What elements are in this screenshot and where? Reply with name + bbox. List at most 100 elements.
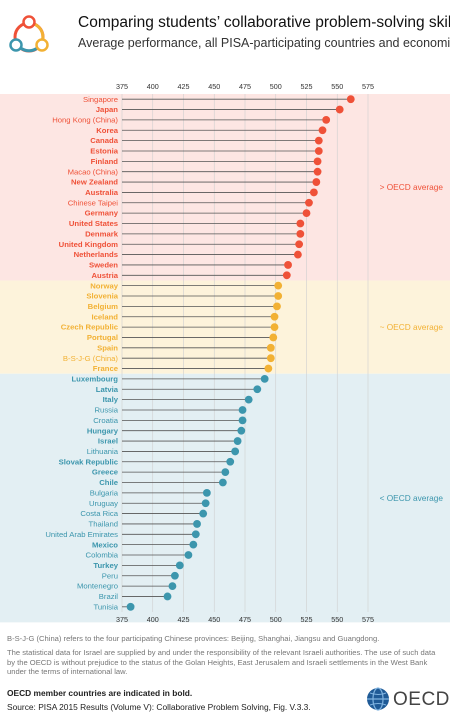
country-label: Russia bbox=[95, 406, 119, 415]
country-label: Hong Kong (China) bbox=[52, 116, 118, 125]
data-point bbox=[202, 488, 211, 497]
data-point bbox=[264, 364, 273, 373]
data-point bbox=[312, 178, 321, 186]
country-label: Turkey bbox=[93, 561, 118, 570]
country-label: Austria bbox=[92, 271, 119, 280]
x-tick-label-bottom: 475 bbox=[239, 615, 251, 624]
country-label: Tunisia bbox=[94, 602, 119, 611]
country-label: Latvia bbox=[96, 385, 119, 394]
data-point bbox=[269, 333, 278, 342]
country-label: Spain bbox=[97, 343, 118, 352]
x-tick-label-bottom: 425 bbox=[178, 615, 190, 624]
chart-subtitle: Average performance, all PISA-participat… bbox=[78, 36, 450, 50]
data-point bbox=[335, 105, 344, 114]
country-label: Estonia bbox=[90, 147, 118, 156]
country-label: Denmark bbox=[85, 229, 119, 238]
oecd-brand: OECD bbox=[393, 689, 450, 710]
data-point bbox=[313, 167, 322, 176]
country-label: Chinese Taipei bbox=[68, 198, 119, 207]
data-point bbox=[199, 509, 208, 518]
data-point bbox=[189, 540, 198, 549]
chart-title: Comparing students’ collaborative proble… bbox=[78, 14, 450, 31]
data-point bbox=[184, 551, 193, 559]
band-background bbox=[0, 373, 450, 623]
country-label: Uruguay bbox=[89, 499, 118, 508]
footnote-bsjg: B-S-J-G (China) refers to the four parti… bbox=[7, 634, 380, 643]
data-point bbox=[238, 416, 247, 425]
data-point bbox=[318, 126, 327, 135]
x-tick-label-bottom: 550 bbox=[331, 615, 343, 624]
source-note: Source: PISA 2015 Results (Volume V): Co… bbox=[7, 702, 311, 712]
data-point bbox=[260, 375, 269, 383]
data-point bbox=[305, 198, 313, 207]
data-point bbox=[244, 395, 253, 404]
country-label: Luxembourg bbox=[71, 375, 118, 384]
country-label: France bbox=[93, 364, 119, 373]
data-point bbox=[295, 240, 304, 249]
country-label: Belgium bbox=[88, 302, 118, 311]
data-point bbox=[253, 385, 262, 394]
data-point bbox=[237, 426, 246, 435]
country-label: Bulgaria bbox=[90, 488, 119, 497]
country-label: B-S-J-G (China) bbox=[63, 354, 119, 363]
country-label: Portugal bbox=[87, 333, 118, 342]
data-point bbox=[293, 250, 302, 259]
data-point bbox=[201, 499, 210, 508]
data-point bbox=[296, 229, 305, 238]
data-point bbox=[226, 457, 235, 466]
x-tick-label-bottom: 400 bbox=[147, 615, 159, 624]
data-point bbox=[193, 520, 201, 528]
country-label: Lithuania bbox=[87, 447, 119, 456]
country-label: Japan bbox=[96, 105, 119, 114]
country-label: Mexico bbox=[92, 540, 118, 549]
x-tick-label-top: 400 bbox=[147, 82, 159, 91]
footnote-israel: The statistical data for Israel are supp… bbox=[7, 648, 436, 677]
x-tick-label-bottom: 525 bbox=[301, 615, 313, 624]
country-label: Macao (China) bbox=[68, 167, 119, 176]
data-point bbox=[163, 592, 172, 601]
country-label: Greece bbox=[92, 468, 119, 477]
data-point bbox=[274, 292, 283, 300]
x-tick-label-bottom: 500 bbox=[270, 615, 282, 624]
x-tick-label-top: 500 bbox=[270, 82, 282, 91]
x-tick-label-top: 450 bbox=[208, 82, 220, 91]
country-label: Croatia bbox=[93, 416, 119, 425]
country-label: Czech Republic bbox=[61, 323, 119, 332]
data-point bbox=[274, 281, 283, 290]
data-point bbox=[270, 312, 279, 321]
data-point bbox=[322, 116, 331, 124]
x-tick-label-bottom: 450 bbox=[208, 615, 220, 624]
country-label: Iceland bbox=[92, 312, 119, 321]
data-point bbox=[168, 582, 177, 590]
data-point bbox=[270, 323, 279, 331]
data-point bbox=[221, 468, 230, 477]
data-point bbox=[313, 157, 322, 166]
data-point bbox=[170, 571, 179, 580]
oecd-globe-icon bbox=[366, 687, 390, 716]
country-label: Norway bbox=[90, 281, 118, 290]
data-point bbox=[282, 271, 291, 280]
country-label: Colombia bbox=[86, 551, 119, 560]
data-point bbox=[284, 261, 292, 269]
country-label: Peru bbox=[102, 571, 118, 580]
x-tick-label-bottom: 575 bbox=[362, 615, 374, 624]
band-label: < OECD average bbox=[380, 493, 444, 503]
data-point bbox=[218, 478, 227, 487]
country-label: New Zealand bbox=[71, 178, 118, 187]
data-point bbox=[314, 136, 323, 145]
data-point bbox=[191, 530, 200, 539]
data-point bbox=[309, 188, 318, 197]
country-label: United Arab Emirates bbox=[45, 530, 118, 539]
country-label: Chile bbox=[99, 478, 119, 487]
country-label: Australia bbox=[85, 188, 119, 197]
band-label: > OECD average bbox=[380, 182, 444, 192]
country-label: Slovenia bbox=[86, 292, 118, 301]
country-label: United States bbox=[69, 219, 118, 228]
data-point bbox=[273, 302, 281, 311]
country-label: Canada bbox=[90, 136, 118, 145]
oecd-bold-note: OECD member countries are indicated in b… bbox=[7, 688, 193, 698]
x-tick-label-bottom: 375 bbox=[116, 615, 128, 624]
data-point bbox=[231, 447, 240, 456]
country-label: Brazil bbox=[99, 592, 119, 601]
data-point bbox=[302, 209, 311, 218]
